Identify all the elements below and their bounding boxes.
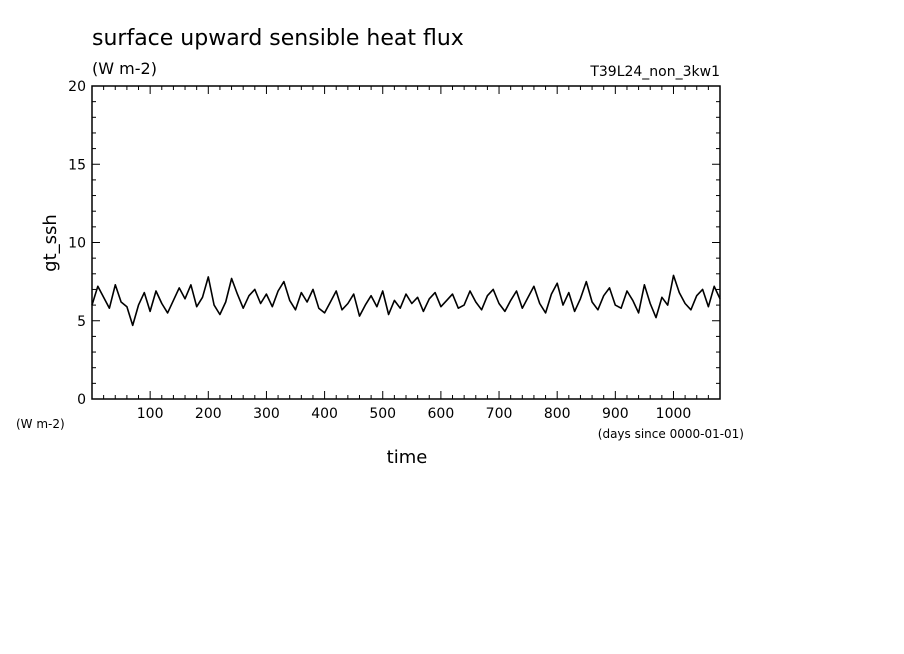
y-tick-label: 5 <box>77 314 86 330</box>
x-tick-label: 500 <box>369 406 396 422</box>
chart-units: (W m-2) <box>92 59 157 78</box>
x-axis-units: (days since 0000-01-01) <box>598 427 744 441</box>
plot-area: 100 200 300 400 500 600 700 800 900 1000 0 5 10 15 20 <box>68 79 721 422</box>
y-axis-units: (W m-2) <box>16 417 65 431</box>
x-tick-label: 300 <box>253 406 280 422</box>
x-tick-label: 1000 <box>656 406 692 422</box>
case-label: T39L24_non_3kw1 <box>589 64 720 80</box>
x-tick-label: 400 <box>311 406 338 422</box>
x-axis-label: time <box>387 447 428 468</box>
chart-title: surface upward sensible heat flux <box>92 26 464 51</box>
x-tick-label: 200 <box>195 406 222 422</box>
y-tick-label: 15 <box>68 157 86 173</box>
x-tick-label: 900 <box>602 406 629 422</box>
y-tick-label: 10 <box>68 236 86 252</box>
x-tick-label: 700 <box>486 406 513 422</box>
x-tick-label: 800 <box>544 406 571 422</box>
y-tick-label: 0 <box>77 392 86 408</box>
y-tick-label: 20 <box>68 79 86 95</box>
x-tick-label: 100 <box>137 406 164 422</box>
x-tick-label: 600 <box>428 406 455 422</box>
plot-frame <box>91 85 721 400</box>
y-axis-label: gt_ssh <box>40 214 61 272</box>
series-line-1 <box>91 274 721 327</box>
